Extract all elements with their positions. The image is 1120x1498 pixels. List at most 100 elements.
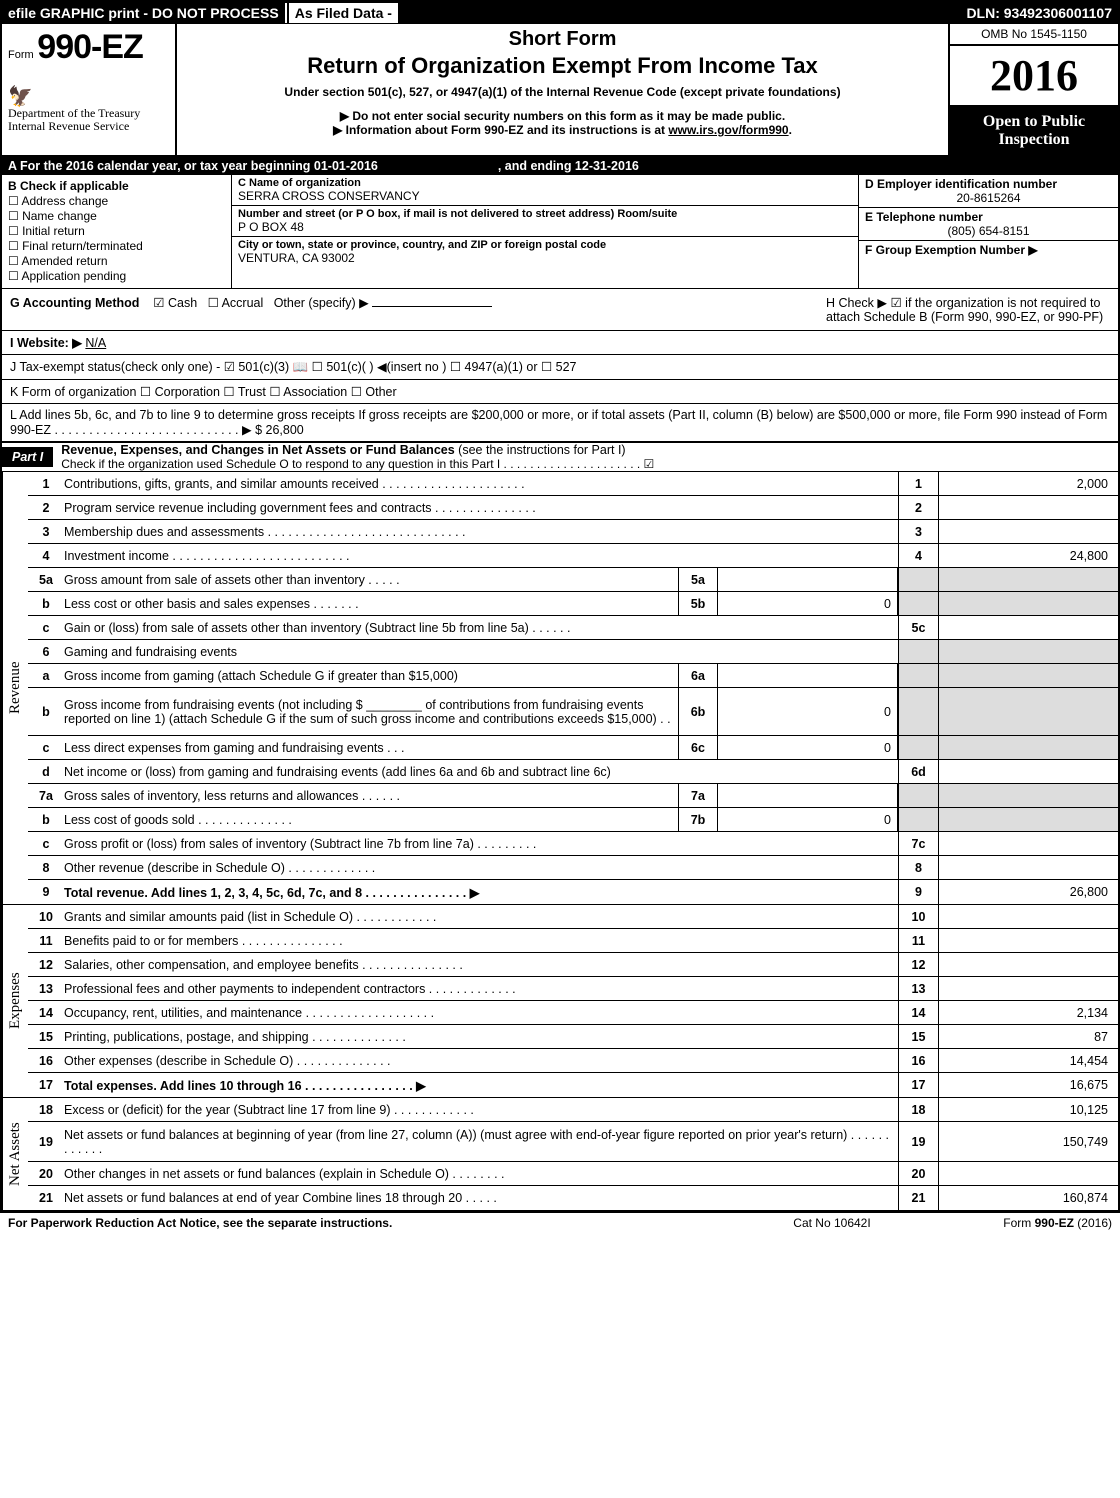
footer-right: Form 990-EZ (2016) <box>932 1216 1112 1230</box>
line-7b: b Less cost of goods sold . . . . . . . … <box>28 808 1118 832</box>
line-19: 19Net assets or fund balances at beginni… <box>28 1122 1118 1162</box>
c-city-row: City or town, state or province, country… <box>232 237 858 267</box>
col-d: D Employer identification number 20-8615… <box>858 175 1118 288</box>
line-20: 20Other changes in net assets or fund ba… <box>28 1162 1118 1186</box>
eagle-icon: 🦅 <box>8 84 33 109</box>
header-left: Form 990-EZ 🦅 Department of the Treasury… <box>2 24 177 155</box>
expenses-lines: 10Grants and similar amounts paid (list … <box>28 905 1118 1097</box>
line-17: 17Total expenses. Add lines 10 through 1… <box>28 1073 1118 1097</box>
line-16: 16Other expenses (describe in Schedule O… <box>28 1049 1118 1073</box>
e-phone-row: E Telephone number (805) 654-8151 <box>859 208 1118 241</box>
g-other-line[interactable] <box>372 306 492 307</box>
part-i-sub: (see the instructions for Part I) <box>458 443 625 457</box>
cb-final[interactable]: ☐ Final return/terminated <box>8 239 225 253</box>
part-i-title: Revenue, Expenses, and Changes in Net As… <box>53 443 654 471</box>
footer-mid: Cat No 10642I <box>732 1216 932 1230</box>
line-6a: a Gross income from gaming (attach Sched… <box>28 664 1118 688</box>
form-title: Return of Organization Exempt From Incom… <box>185 53 940 79</box>
dln-label: DLN: 93492306001107 <box>960 3 1118 23</box>
line-10: 10Grants and similar amounts paid (list … <box>28 905 1118 929</box>
org-name: SERRA CROSS CONSERVANCY <box>238 189 852 203</box>
form-prefix: Form <box>8 49 34 61</box>
footer-left: For Paperwork Reduction Act Notice, see … <box>8 1216 732 1230</box>
top-bar: efile GRAPHIC print - DO NOT PROCESS As … <box>2 2 1118 24</box>
line-11: 11Benefits paid to or for members . . . … <box>28 929 1118 953</box>
line-21: 21Net assets or fund balances at end of … <box>28 1186 1118 1210</box>
form-subtitle: Under section 501(c), 527, or 4947(a)(1)… <box>185 85 940 99</box>
line-3: 3 Membership dues and assessments . . . … <box>28 520 1118 544</box>
line-6d: d Net income or (loss) from gaming and f… <box>28 760 1118 784</box>
dept2: Internal Revenue Service <box>8 120 169 133</box>
form-number: 990-EZ <box>37 28 143 66</box>
c-addr-lbl: Number and street (or P O box, if mail i… <box>238 208 852 220</box>
efile-label: efile GRAPHIC print - DO NOT PROCESS <box>2 3 287 23</box>
part-i-header: Part I Revenue, Expenses, and Changes in… <box>2 443 1118 472</box>
irs-link[interactable]: www.irs.gov/form990 <box>668 123 788 137</box>
expenses-section: Expenses 10Grants and similar amounts pa… <box>2 905 1118 1098</box>
c-name-lbl: C Name of organization <box>238 177 852 189</box>
g-lbl: G Accounting Method <box>10 296 139 310</box>
line-6c: c Less direct expenses from gaming and f… <box>28 736 1118 760</box>
part-i-tab: Part I <box>2 447 53 467</box>
revenue-lines: 1 Contributions, gifts, grants, and simi… <box>28 472 1118 904</box>
line-9: 9 Total revenue. Add lines 1, 2, 3, 4, 5… <box>28 880 1118 904</box>
line-8: 8 Other revenue (describe in Schedule O)… <box>28 856 1118 880</box>
ein: 20-8615264 <box>865 191 1112 205</box>
cb-initial[interactable]: ☐ Initial return <box>8 224 225 238</box>
dept-label: Department of the Treasury Internal Reve… <box>8 107 169 133</box>
line-6b: b Gross income from fundraising events (… <box>28 688 1118 736</box>
row-g-h: G Accounting Method ☑ Cash ☐ Accrual Oth… <box>2 289 1118 331</box>
netassets-section: Net Assets 18Excess or (deficit) for the… <box>2 1098 1118 1210</box>
cb-amend[interactable]: ☐ Amended return <box>8 254 225 268</box>
cb-name[interactable]: ☐ Name change <box>8 209 225 223</box>
line-2: 2 Program service revenue including gove… <box>28 496 1118 520</box>
info2-pre: ▶ Information about Form 990-EZ and its … <box>333 123 668 137</box>
row-l: L Add lines 5b, 6c, and 7b to line 9 to … <box>2 404 1118 443</box>
omb-number: OMB No 1545-1150 <box>950 24 1118 46</box>
header-mid: Short Form Return of Organization Exempt… <box>177 24 948 155</box>
d-hdr: D Employer identification number <box>865 177 1112 191</box>
row-j: J Tax-exempt status(check only one) - ☑ … <box>2 355 1118 380</box>
header-row: Form 990-EZ 🦅 Department of the Treasury… <box>2 24 1118 157</box>
cb-app[interactable]: ☐ Application pending <box>8 269 225 283</box>
section-bcd: B Check if applicable ☐ Address change ☐… <box>2 175 1118 289</box>
line-6: 6 Gaming and fundraising events <box>28 640 1118 664</box>
col-c: C Name of organization SERRA CROSS CONSE… <box>232 175 858 288</box>
open1: Open to Public <box>952 113 1116 131</box>
row-k: K Form of organization ☐ Corporation ☐ T… <box>2 380 1118 404</box>
g-cash[interactable]: ☑ Cash <box>153 296 197 310</box>
form-990ez: efile GRAPHIC print - DO NOT PROCESS As … <box>0 0 1120 1212</box>
part-i-check: Check if the organization used Schedule … <box>61 457 654 471</box>
line-a-text: A For the 2016 calendar year, or tax yea… <box>8 159 378 173</box>
row-i: I Website: ▶ N/A <box>2 331 1118 355</box>
l-amount: 26,800 <box>266 423 304 437</box>
asfiled-label: As Filed Data - <box>289 3 398 23</box>
page-footer: For Paperwork Reduction Act Notice, see … <box>0 1212 1120 1233</box>
e-lbl: E Telephone number <box>865 210 1112 224</box>
info-ssn: ▶ Do not enter social security numbers o… <box>185 109 940 123</box>
c-addr-row: Number and street (or P O box, if mail i… <box>232 206 858 237</box>
org-addr: P O BOX 48 <box>238 220 852 234</box>
line-1: 1 Contributions, gifts, grants, and simi… <box>28 472 1118 496</box>
info-link: ▶ Information about Form 990-EZ and its … <box>185 123 940 137</box>
line-7c: c Gross profit or (loss) from sales of i… <box>28 832 1118 856</box>
line-a-ending: , and ending 12-31-2016 <box>498 159 639 173</box>
line-5a: 5a Gross amount from sale of assets othe… <box>28 568 1118 592</box>
g-accrual[interactable]: ☐ Accrual <box>208 296 264 310</box>
row-g: G Accounting Method ☑ Cash ☐ Accrual Oth… <box>2 289 818 330</box>
cb-address[interactable]: ☐ Address change <box>8 194 225 208</box>
net-label: Net Assets <box>2 1098 28 1210</box>
f-group-row: F Group Exemption Number ▶ <box>859 241 1118 259</box>
line-15: 15Printing, publications, postage, and s… <box>28 1025 1118 1049</box>
revenue-label: Revenue <box>2 472 28 904</box>
open-public: Open to Public Inspection <box>950 107 1118 155</box>
col-b: B Check if applicable ☐ Address change ☐… <box>2 175 232 288</box>
line-14: 14Occupancy, rent, utilities, and mainte… <box>28 1001 1118 1025</box>
tax-year: 2016 <box>950 46 1118 107</box>
d-ein-row: D Employer identification number 20-8615… <box>859 175 1118 208</box>
line-13: 13Professional fees and other payments t… <box>28 977 1118 1001</box>
line-4: 4 Investment income . . . . . . . . . . … <box>28 544 1118 568</box>
org-city: VENTURA, CA 93002 <box>238 251 852 265</box>
line-18: 18Excess or (deficit) for the year (Subt… <box>28 1098 1118 1122</box>
short-form: Short Form <box>185 28 940 51</box>
